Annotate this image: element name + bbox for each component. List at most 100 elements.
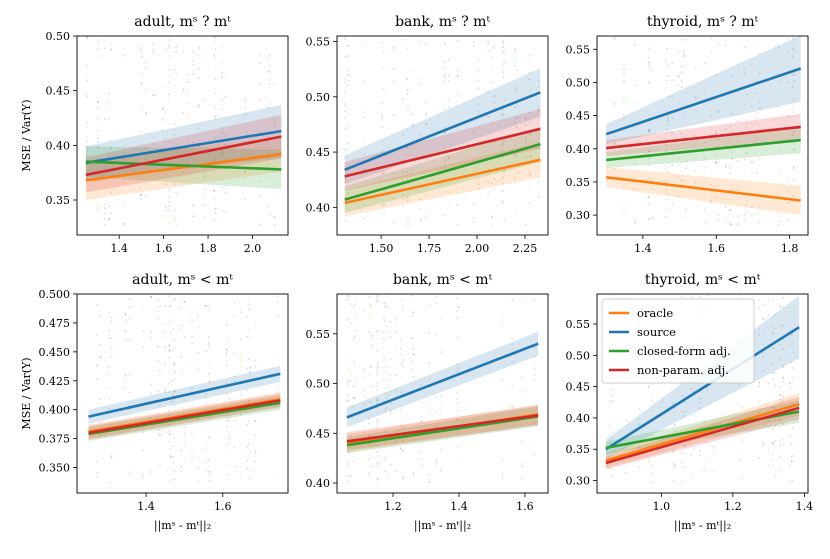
scatter-point	[682, 113, 685, 115]
scatter-point	[369, 443, 371, 446]
scatter-point	[665, 59, 667, 62]
scatter-point	[501, 473, 504, 476]
scatter-point	[224, 143, 227, 146]
scatter-point	[502, 182, 504, 185]
scatter-point	[456, 418, 459, 421]
scatter-point	[613, 102, 616, 104]
scatter-point	[767, 464, 770, 467]
scatter-point	[613, 142, 616, 145]
scatter-point	[175, 151, 178, 154]
scatter-point	[792, 455, 794, 457]
scatter-point	[792, 130, 795, 133]
scatter-point	[501, 68, 504, 71]
scatter-point	[771, 325, 774, 327]
scatter-point	[710, 199, 713, 202]
scatter-point	[737, 140, 739, 143]
scatter-point	[623, 185, 625, 188]
scatter-point	[524, 156, 527, 159]
scatter-point	[122, 203, 125, 205]
scatter-point	[677, 84, 680, 87]
scatter-point	[168, 432, 171, 435]
scatter-point	[648, 163, 651, 166]
scatter-point	[771, 427, 774, 429]
scatter-point	[411, 337, 414, 340]
confidence-band-source	[344, 68, 541, 185]
scatter-point	[99, 315, 102, 317]
scatter-point	[412, 311, 415, 314]
scatter-point	[173, 370, 176, 372]
scatter-point	[384, 302, 387, 305]
series-line-oracle	[605, 402, 800, 462]
scatter-point	[501, 316, 504, 319]
scatter-point	[395, 346, 397, 349]
scatter-point	[677, 157, 680, 160]
scatter-points	[96, 294, 279, 484]
scatter-point	[145, 89, 147, 92]
scatter-point	[228, 416, 231, 419]
scatter-point	[791, 105, 794, 108]
scatter-point	[214, 114, 217, 117]
scatter-point	[239, 414, 242, 416]
scatter-point	[487, 168, 489, 171]
scatter-point	[456, 398, 459, 401]
scatter-point	[168, 305, 171, 308]
scatter-point	[183, 426, 186, 429]
scatter-point	[647, 461, 650, 464]
scatter-point	[456, 317, 459, 320]
scatter-point	[145, 182, 147, 185]
scatter-point	[363, 44, 366, 47]
scatter-point	[224, 134, 227, 137]
scatter-point	[650, 409, 653, 412]
scatter-point	[221, 62, 224, 64]
scatter-point	[407, 88, 409, 91]
y-axis-label: MSE / Var(Y)	[20, 99, 33, 171]
scatter-point	[706, 389, 708, 391]
scatter-point	[738, 458, 741, 461]
scatter-point	[703, 181, 706, 184]
scatter-point	[634, 84, 636, 87]
scatter-point	[273, 123, 276, 126]
series-line-closed-form-adj-	[85, 160, 282, 171]
scatter-point	[370, 385, 373, 388]
scatter-point	[751, 214, 753, 216]
scatter-point	[648, 196, 651, 199]
scatter-point	[352, 396, 355, 399]
scatter-point	[782, 377, 784, 379]
scatter-point	[501, 131, 504, 134]
scatter-point	[173, 219, 176, 222]
scatter-point	[681, 449, 683, 452]
scatter-point	[197, 418, 199, 421]
scatter-point	[767, 420, 770, 423]
scatter-point	[393, 114, 396, 117]
scatter-point	[344, 127, 347, 130]
scatter-point	[110, 159, 112, 162]
scatter-point	[110, 317, 113, 319]
scatter-point	[385, 371, 388, 374]
scatter-point	[140, 81, 143, 84]
scatter-point	[259, 195, 261, 198]
legend-item: non-param. adj.	[609, 363, 729, 377]
scatter-point	[524, 140, 527, 143]
scatter-point	[347, 294, 350, 297]
scatter-point	[487, 192, 489, 195]
scatter-point	[456, 370, 459, 373]
scatter-point	[791, 74, 794, 77]
scatter-point	[787, 201, 789, 204]
scatter-point	[384, 320, 387, 322]
scatter-point	[447, 106, 450, 109]
scatter-point	[690, 454, 693, 456]
scatter-point	[699, 450, 701, 452]
scatter-point	[729, 125, 732, 128]
scatter-point	[501, 324, 504, 327]
x-tick-label: 1.4	[634, 242, 652, 255]
scatter-point	[402, 159, 405, 161]
scatter-point	[703, 141, 706, 144]
scatter-point	[729, 223, 732, 226]
scatter-point	[276, 295, 279, 298]
scatter-point	[99, 398, 102, 400]
scatter-point	[778, 211, 780, 214]
scatter-point	[208, 346, 210, 348]
scatter-point	[186, 90, 189, 93]
scatter-point	[108, 152, 110, 155]
y-tick-label: 0.45	[46, 85, 71, 98]
